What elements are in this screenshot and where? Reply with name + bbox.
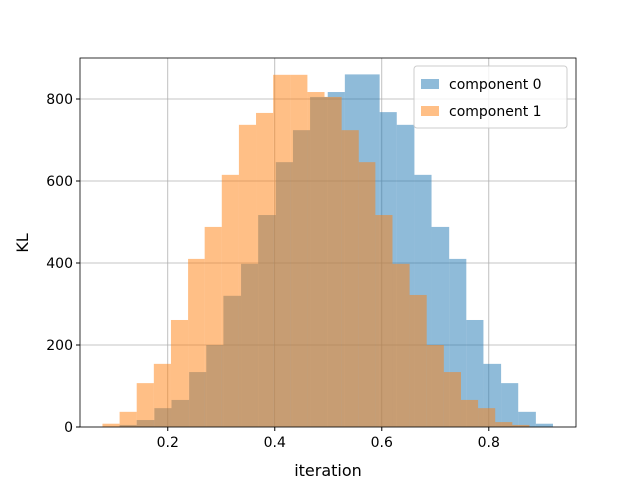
legend-swatch <box>421 79 439 89</box>
histogram-bar <box>358 162 376 427</box>
histogram-bar <box>204 226 222 427</box>
histogram-bar <box>518 411 536 427</box>
histogram-bar <box>392 263 410 427</box>
x-axis-label: iteration <box>294 461 362 480</box>
histogram-bar <box>324 96 342 427</box>
legend-label: component 1 <box>449 104 542 120</box>
histogram-bar <box>170 319 189 427</box>
histogram-bar <box>535 423 553 427</box>
legend-swatch <box>421 106 439 116</box>
histogram-bar <box>460 399 479 427</box>
plot-frame <box>79 57 577 428</box>
legend: component 0 component 1 <box>413 65 568 129</box>
y-tick-label: 200 <box>46 338 73 354</box>
histogram-bar <box>426 345 444 427</box>
histogram-bar <box>495 422 513 427</box>
histogram-bar <box>153 363 171 427</box>
x-tick-label: 0.8 <box>478 435 500 451</box>
histogram-bar <box>501 383 519 427</box>
histogram-bar <box>256 112 274 427</box>
y-tick-label: 400 <box>46 256 73 272</box>
histogram-bar <box>512 424 530 427</box>
histogram-bar <box>375 215 393 427</box>
histogram-bar <box>290 74 308 427</box>
histogram-bar <box>188 258 205 427</box>
histogram-bar <box>341 130 359 427</box>
histogram-bar <box>273 74 291 427</box>
histogram-bar <box>221 174 239 427</box>
histogram-bar <box>443 372 461 427</box>
histogram-bar <box>102 423 120 427</box>
histogram-bar <box>478 408 496 427</box>
x-tick-label: 0.2 <box>157 435 179 451</box>
y-tick-label: 800 <box>46 92 73 108</box>
legend-label: component 0 <box>449 77 542 93</box>
y-axis-label: KL <box>13 233 32 252</box>
x-tick-label: 0.4 <box>264 435 286 451</box>
y-tick-label: 600 <box>46 174 73 190</box>
histogram-bar <box>136 383 154 427</box>
histogram-bar <box>238 124 257 427</box>
x-tick-label: 0.6 <box>371 435 393 451</box>
y-tick-label: 0 <box>64 420 73 436</box>
histogram-bar <box>307 92 325 427</box>
legend-frame <box>413 65 568 129</box>
histogram-bar <box>409 294 427 427</box>
histogram-bar <box>119 411 137 427</box>
